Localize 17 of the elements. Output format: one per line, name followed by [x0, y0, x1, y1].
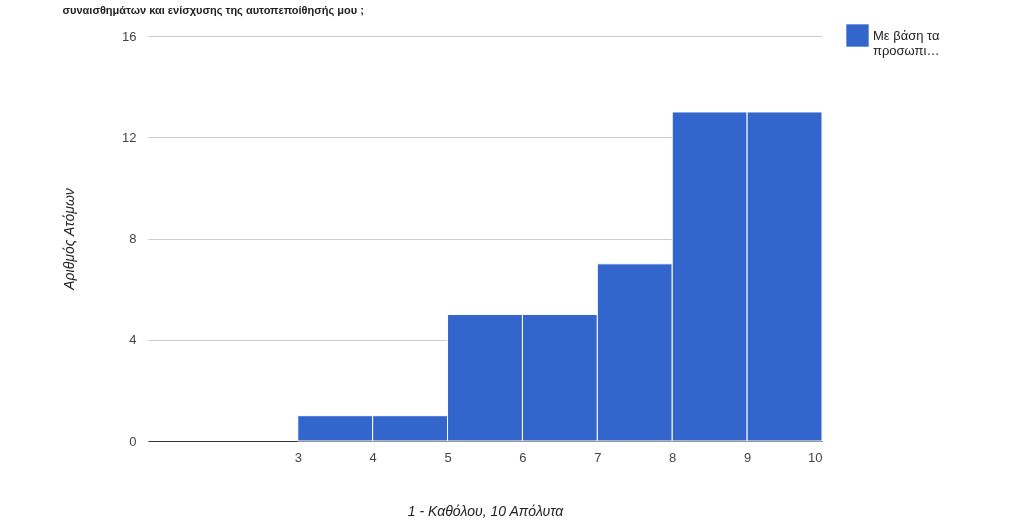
y-axis-title: Αριθμός Ατόμων — [61, 188, 78, 291]
y-tick-label: 16 — [122, 28, 137, 44]
x-tick-label: 8 — [669, 449, 677, 465]
x-tick-label: 6 — [519, 449, 527, 465]
y-tick-label: 8 — [129, 231, 137, 246]
x-tick-label: 3 — [294, 449, 302, 465]
y-tick-label: 0 — [129, 433, 137, 449]
legend-label: Με βάση τα προσωπι… — [873, 27, 941, 58]
x-tick-label: 5 — [444, 449, 452, 465]
y-tick-label: 4 — [129, 332, 137, 348]
x-axis-title: 1 - Καθόλου, 10 Απόλυτα — [407, 502, 565, 519]
x-tick-label: 4 — [369, 449, 377, 465]
x-tick-label: 10 — [808, 449, 823, 465]
x-tick-label: 9 — [743, 449, 752, 465]
y-tick-label: 12 — [122, 129, 137, 145]
chart-title: συναισθημάτων και ενίσχυσης της αυτοπεποίθησής μου ; — [62, 4, 364, 17]
x-tick-label: 7 — [594, 449, 602, 465]
